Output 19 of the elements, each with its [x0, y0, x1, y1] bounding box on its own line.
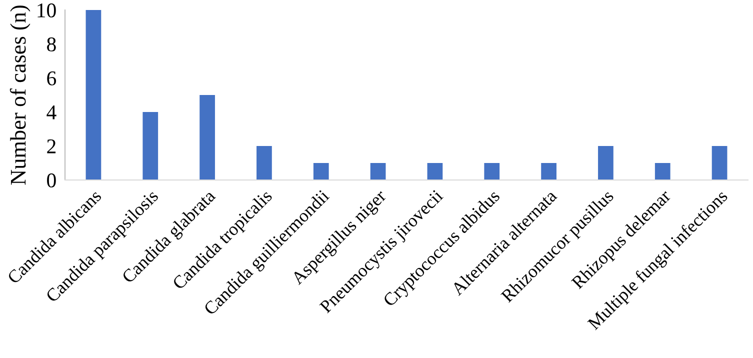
bar: [256, 146, 272, 180]
y-tick-label: 8: [47, 37, 56, 52]
y-tick-label: 6: [47, 71, 56, 86]
bar: [86, 10, 102, 180]
bar: [541, 163, 556, 180]
y-tick-label: 10: [38, 3, 56, 18]
bar: [598, 146, 614, 180]
bar: [712, 146, 728, 180]
bar: [484, 163, 500, 180]
bar: [427, 163, 443, 180]
bar: [200, 95, 215, 180]
y-axis-title: Number of cases (n): [10, 6, 30, 185]
bar: [142, 112, 158, 180]
y-tick-label: 0: [47, 173, 56, 188]
bar: [370, 163, 386, 180]
bar: [654, 163, 670, 180]
y-tick-label: 2: [47, 139, 56, 154]
y-tick-label: 4: [46, 106, 56, 120]
bar: [313, 163, 329, 180]
